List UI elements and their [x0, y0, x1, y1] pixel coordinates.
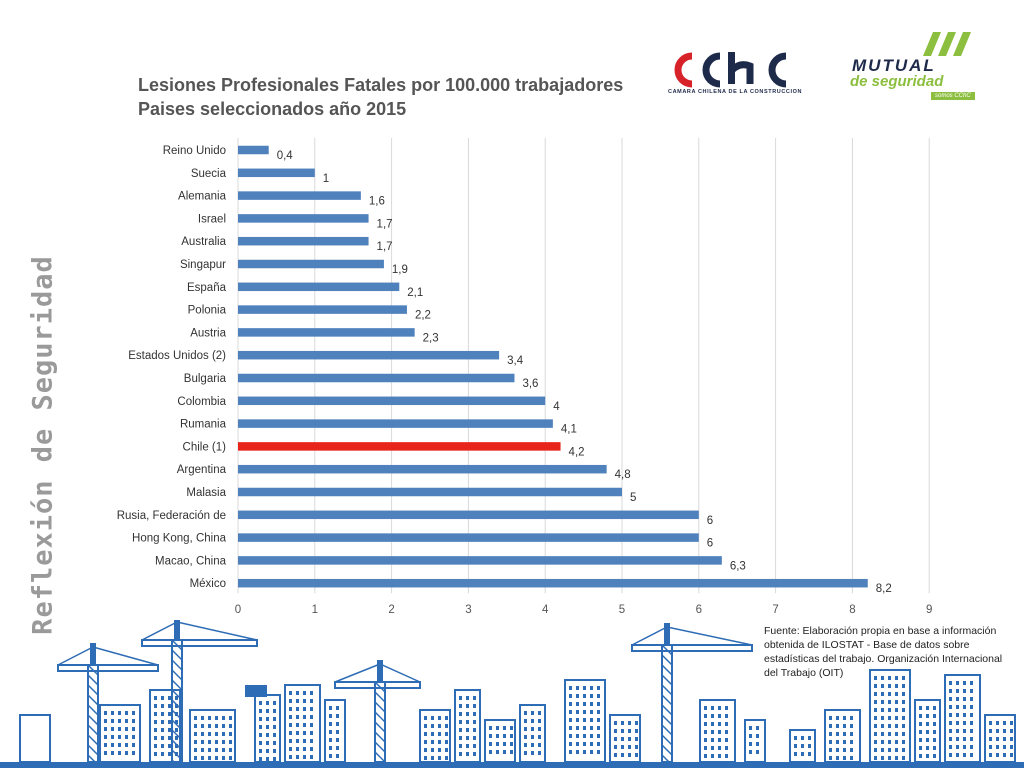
value-label: 2,3	[423, 332, 439, 344]
category-label: Malasia	[186, 487, 226, 499]
x-tick-label: 5	[619, 604, 625, 616]
value-label: 1	[323, 173, 329, 185]
x-tick-label: 6	[696, 604, 702, 616]
category-label: Israel	[198, 213, 226, 225]
value-label: 6,3	[730, 560, 746, 572]
bar	[238, 373, 515, 383]
x-tick-label: 2	[388, 604, 394, 616]
bar	[238, 259, 384, 269]
bar	[238, 419, 553, 428]
x-tick-label: 3	[465, 604, 471, 616]
category-label: Macao, China	[155, 555, 227, 567]
source-note: Fuente: Elaboración propia en base a inf…	[764, 625, 1003, 679]
chart-title-line1: Lesiones Profesionales Fatales por 100.0…	[138, 75, 624, 95]
mutual-tag: somos CChC	[931, 92, 975, 100]
category-label: España	[187, 282, 227, 294]
category-label: Bulgaria	[184, 373, 227, 385]
category-label: Australia	[181, 236, 226, 248]
value-label: 1,7	[377, 218, 393, 230]
bar	[238, 305, 407, 314]
bar	[238, 328, 415, 337]
value-label: 1,9	[392, 264, 408, 276]
bar	[238, 510, 699, 520]
cchc-logo: CAMARA CHILENA DE LA CONSTRUCCION	[668, 48, 818, 100]
cchc-caption: CAMARA CHILENA DE LA CONSTRUCCION	[668, 89, 803, 95]
value-label: 2,1	[407, 287, 423, 299]
bar	[238, 578, 868, 588]
value-label: 0,4	[277, 150, 294, 162]
bar	[238, 396, 546, 406]
value-label: 4	[553, 401, 560, 413]
x-tick-label: 0	[235, 604, 241, 616]
bar	[238, 556, 722, 565]
category-label: Singapur	[180, 259, 226, 271]
construction-skyline	[0, 620, 1024, 768]
bar-chart: 0 1 2 3 4 5 6 7 8 9 Reino Unido 0,4 Suecia 1 Alemania 1…	[117, 138, 932, 616]
category-label: Rusia, Federación de	[117, 510, 226, 522]
bar	[238, 236, 369, 246]
value-label: 5	[630, 492, 636, 504]
cchc-logo-mark	[674, 52, 787, 88]
bar	[238, 350, 500, 360]
chart-title: Lesiones Profesionales Fatales por 100.0…	[138, 73, 623, 121]
x-tick-label: 1	[312, 604, 318, 616]
bar	[238, 191, 361, 200]
value-label: 3,4	[507, 355, 524, 367]
value-label: 8,2	[876, 583, 892, 595]
mutual-subtitle: de seguridad	[850, 73, 944, 90]
category-label: Austria	[190, 327, 226, 339]
category-label: Argentina	[177, 464, 227, 476]
mutual-logo-mark	[923, 32, 971, 56]
bar	[238, 214, 369, 223]
value-label: 6	[707, 515, 713, 527]
x-tick-label: 4	[542, 604, 549, 616]
mutual-wordmark: MUTUAL	[852, 56, 936, 75]
x-tick-label: 7	[772, 604, 778, 616]
value-label: 3,6	[522, 378, 538, 390]
bar	[238, 282, 400, 292]
category-label: Reino Unido	[163, 145, 226, 157]
category-label: Suecia	[191, 168, 227, 180]
category-label: Rumania	[180, 419, 227, 431]
category-label: Hong Kong, China	[132, 533, 227, 545]
category-label: Polonia	[188, 305, 227, 317]
chart-title-line2: Paises seleccionados año 2015	[138, 99, 407, 119]
bar	[238, 487, 622, 497]
value-label: 6	[707, 538, 713, 550]
category-label: Alemania	[178, 191, 227, 203]
bar	[238, 464, 607, 474]
value-label: 4,2	[569, 446, 585, 458]
bar	[238, 145, 269, 155]
x-tick-label: 8	[849, 604, 855, 616]
category-label: Estados Unidos (2)	[128, 350, 226, 362]
bar	[238, 533, 699, 542]
x-tick-label: 9	[926, 604, 932, 616]
bar	[238, 168, 315, 178]
bar-highlight	[238, 442, 561, 451]
category-label: Chile (1)	[183, 441, 227, 453]
category-label: México	[190, 578, 226, 590]
category-label: Colombia	[177, 396, 226, 408]
value-label: 2,2	[415, 310, 431, 322]
value-label: 1,6	[369, 196, 385, 208]
value-label: 1,7	[377, 241, 393, 253]
value-label: 4,8	[615, 469, 631, 481]
mutual-logo: MUTUAL de seguridad somos CChC	[848, 28, 983, 103]
value-label: 4,1	[561, 424, 577, 436]
skyline-shapes	[0, 620, 1024, 768]
